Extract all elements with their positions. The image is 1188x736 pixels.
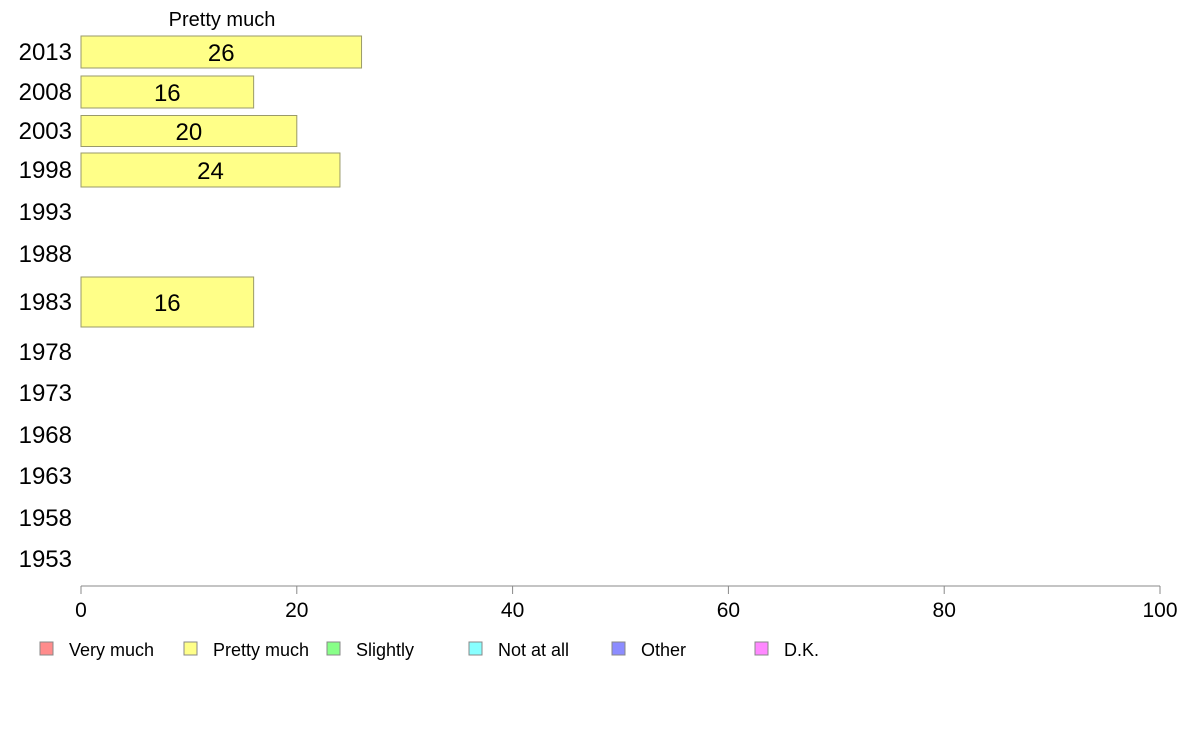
y-tick-label: 1998	[19, 157, 72, 184]
x-tick-label: 100	[1142, 599, 1177, 622]
legend-label: Slightly	[356, 640, 414, 660]
bar-value-label: 24	[197, 158, 224, 185]
legend-swatch	[611, 641, 626, 656]
y-tick-label: 1968	[19, 422, 72, 449]
x-tick-label: 80	[933, 599, 956, 622]
x-axis: 0 20 40 60 80 100	[75, 585, 1178, 622]
y-tick-label: 2013	[19, 39, 72, 66]
bar-value-label: 20	[176, 119, 203, 146]
y-tick-label: 1978	[19, 339, 72, 366]
y-tick-label: 1953	[19, 546, 72, 573]
bar	[80, 75, 255, 109]
y-tick-label: 1988	[19, 241, 72, 268]
legend: Very much Pretty much Slightly Not at all Ot…	[39, 640, 819, 660]
bar-value-label: 16	[154, 290, 181, 317]
bar-value-label: 26	[208, 40, 235, 67]
x-tick-label: 0	[75, 599, 87, 622]
y-tick-label: 1983	[19, 289, 72, 316]
y-tick-label: 2003	[19, 118, 72, 145]
legend-swatch	[754, 641, 769, 656]
legend-label: Not at all	[498, 640, 569, 660]
x-tick-label: 60	[717, 599, 740, 622]
y-tick-label: 1993	[19, 199, 72, 226]
legend-swatch	[39, 641, 54, 656]
y-tick-label: 1958	[19, 505, 72, 532]
legend-swatch	[468, 641, 483, 656]
bars: 26 16 20 24 16	[80, 35, 363, 328]
legend-label: Other	[641, 640, 686, 660]
bar	[80, 115, 298, 147]
bar	[80, 152, 341, 188]
legend-swatch	[183, 641, 198, 656]
chart-title: Pretty much	[169, 9, 276, 31]
legend-swatch	[326, 641, 341, 656]
x-tick-label: 40	[501, 599, 524, 622]
y-tick-label: 1973	[19, 380, 72, 407]
x-tick-label: 20	[285, 599, 308, 622]
y-axis-labels: 2013 2008 2003 1998 1993 1988 1983 1978 1973 1968…	[19, 39, 72, 573]
y-tick-label: 1963	[19, 463, 72, 490]
legend-label: D.K.	[784, 640, 819, 660]
legend-label: Pretty much	[213, 640, 309, 660]
bar	[80, 35, 363, 69]
y-tick-label: 2008	[19, 79, 72, 106]
bar	[80, 276, 255, 328]
legend-label: Very much	[69, 640, 154, 660]
bar-value-label: 16	[154, 80, 181, 107]
